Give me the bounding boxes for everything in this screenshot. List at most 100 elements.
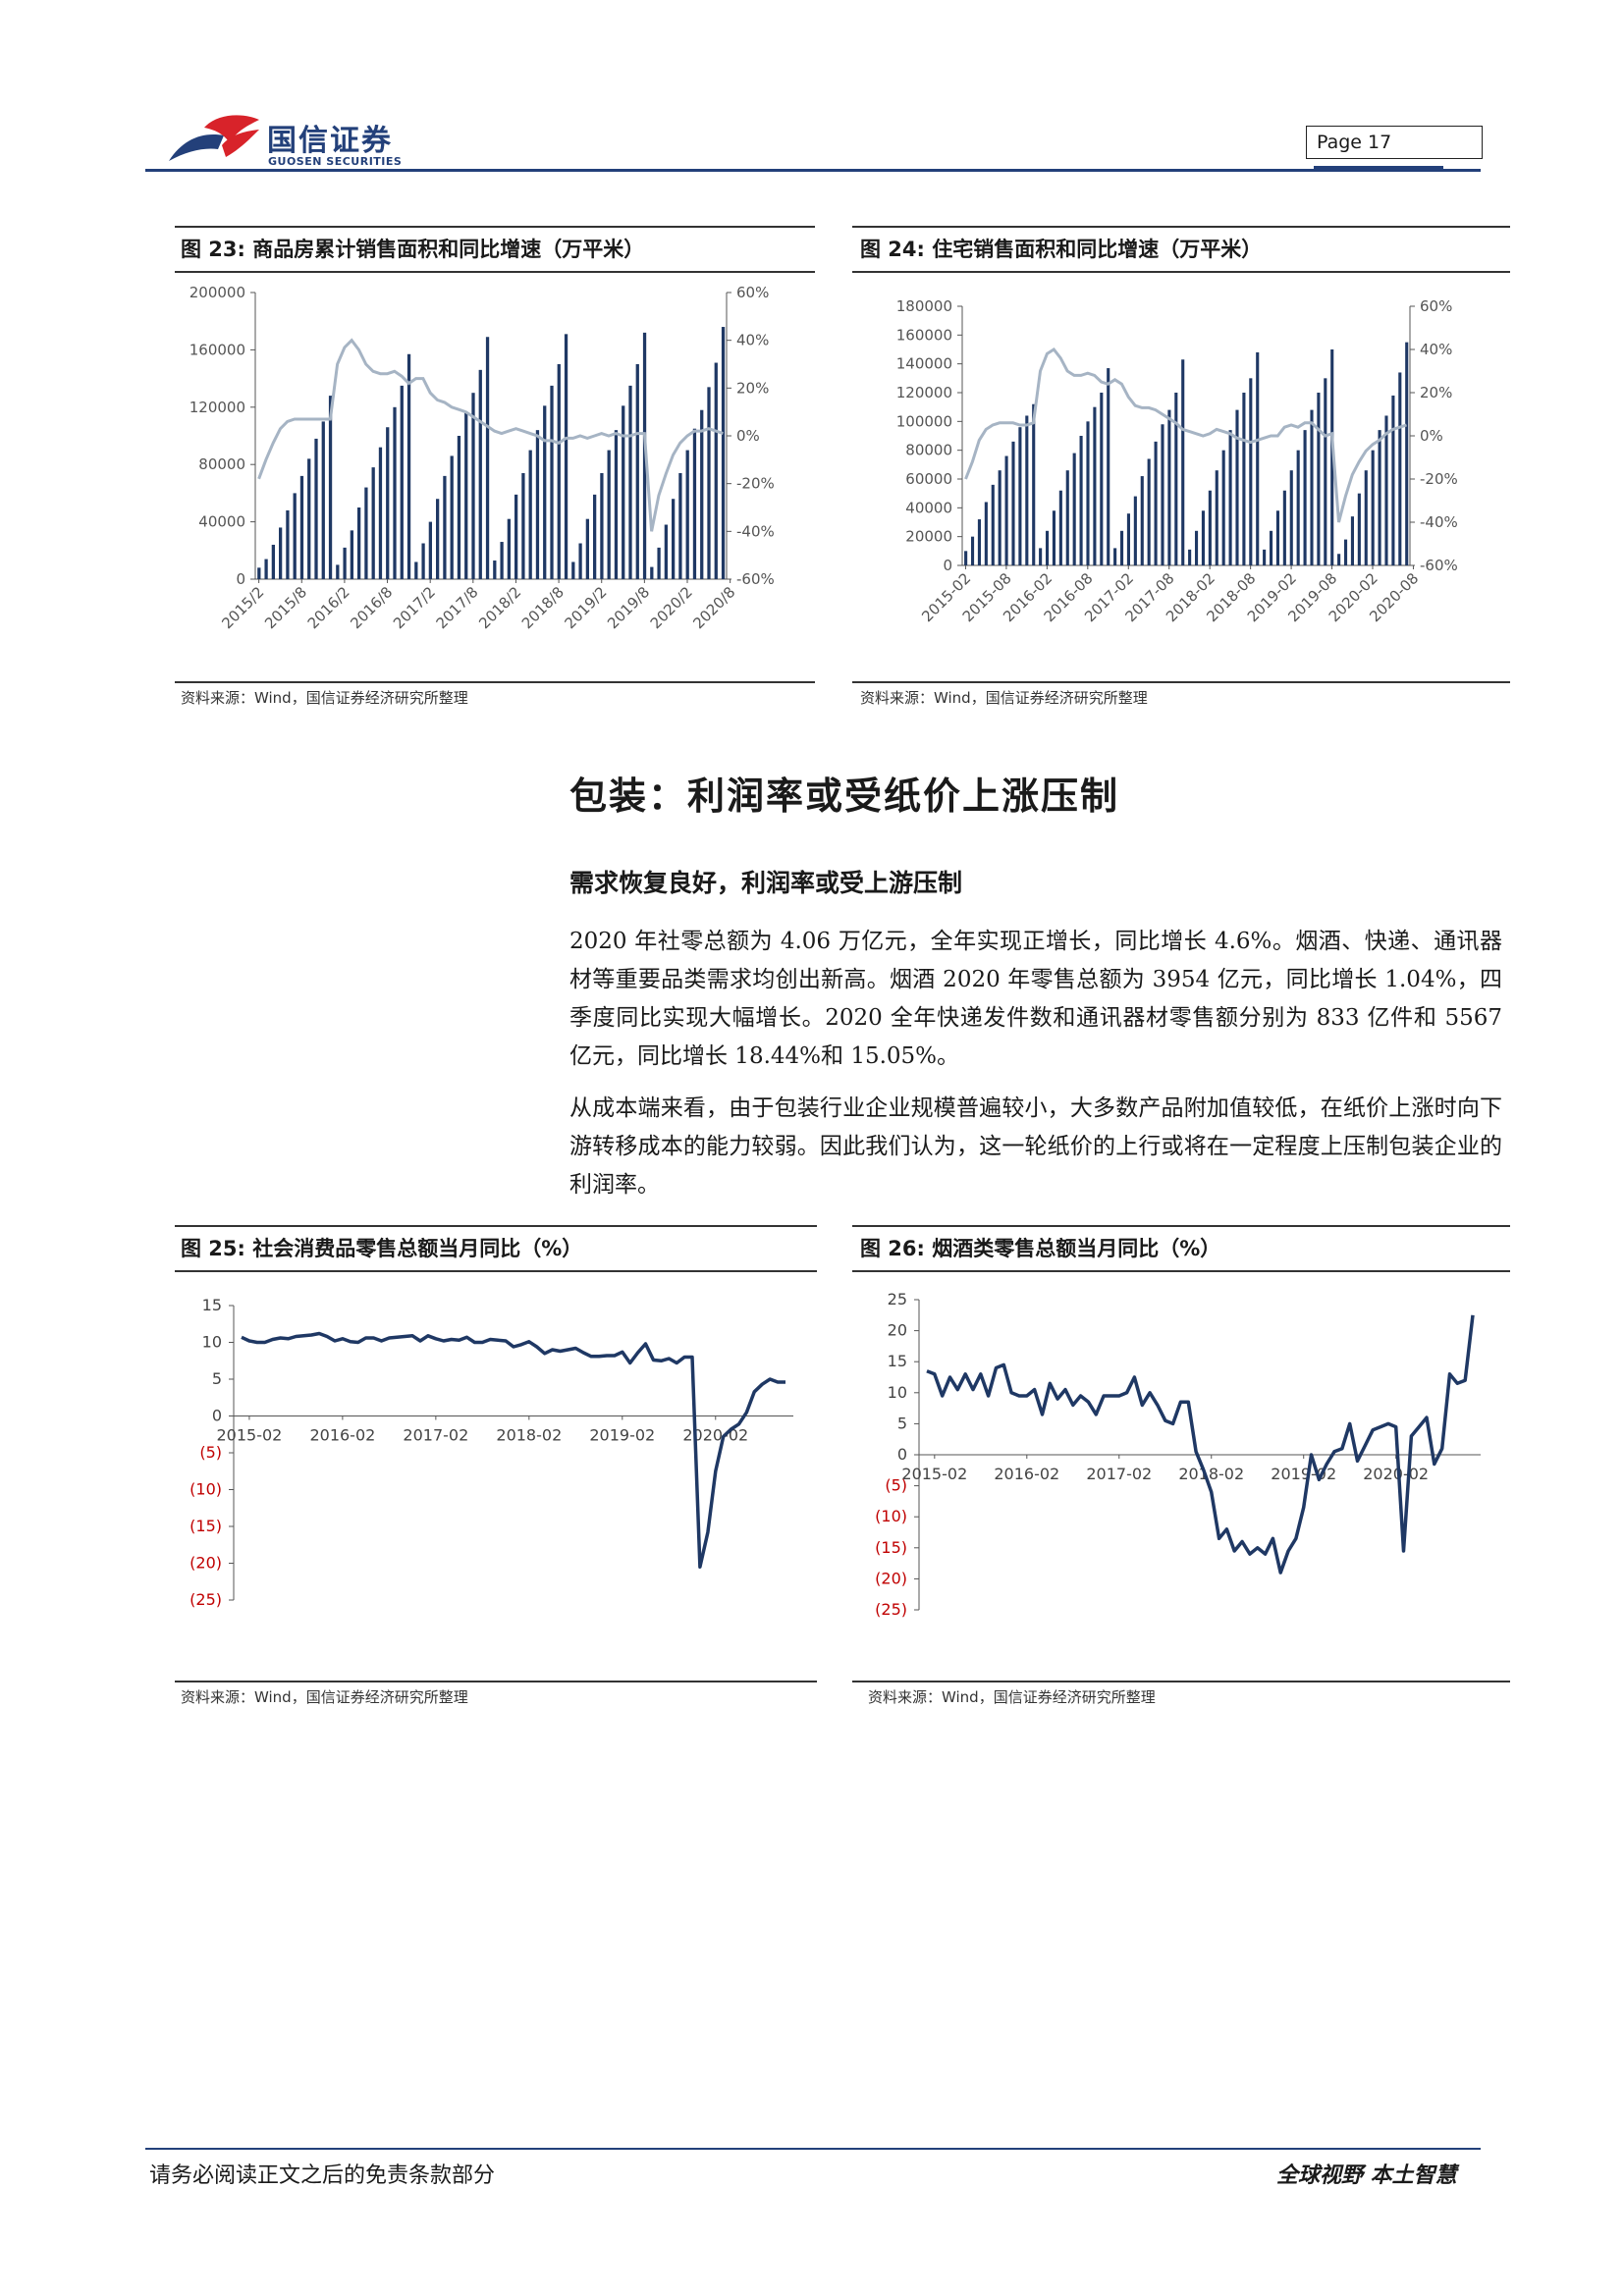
bar: [1235, 409, 1239, 565]
y2-tick-label: 0%: [736, 427, 760, 445]
bar: [1228, 430, 1232, 565]
bar: [1310, 409, 1314, 565]
bar: [528, 450, 532, 579]
x-tick-label: 2018-02: [496, 1426, 562, 1445]
y2-tick-label: 0%: [1420, 427, 1443, 445]
yoy-line: [964, 347, 1407, 523]
bar: [1337, 554, 1341, 565]
bar: [1140, 476, 1144, 565]
x-tick-label: 2017-02: [403, 1426, 468, 1445]
y2-tick-label: -40%: [736, 522, 775, 540]
y2-tick-label: -40%: [1420, 513, 1458, 531]
bar: [550, 385, 554, 579]
bar: [1188, 549, 1192, 565]
figure-26-source: 资料来源：Wind，国信证券经济研究所整理: [868, 1688, 1156, 1706]
y2-tick-label: 60%: [1420, 297, 1452, 315]
x-tick-label: 2015/8: [261, 583, 310, 632]
bar: [685, 450, 689, 579]
y-tick-label: 5: [897, 1414, 907, 1432]
y-tick-label: 25: [888, 1290, 907, 1308]
bar: [428, 521, 432, 579]
bar: [622, 405, 625, 579]
bar: [336, 564, 340, 579]
bar: [286, 509, 290, 579]
x-tick-label: 2020/2: [647, 583, 696, 632]
figure-25-source: 资料来源：Wind，国信证券经济研究所整理: [181, 1688, 468, 1706]
y-tick-label: 60000: [905, 470, 952, 488]
bar: [707, 387, 711, 579]
y-tick-label: (5): [885, 1476, 907, 1495]
bar: [1093, 406, 1097, 565]
chart-23-sales-area: 0 40000 80000 120000 160000 200000 -60% -40% -20…: [189, 284, 775, 632]
y-tick-label: (10): [189, 1480, 222, 1499]
bar: [628, 385, 632, 579]
y-tick-label: 80000: [905, 442, 952, 459]
bar: [1032, 403, 1036, 565]
bar: [678, 472, 682, 579]
bar: [984, 502, 988, 565]
bar: [600, 472, 604, 579]
y-tick-label: (25): [189, 1590, 222, 1609]
bar: [543, 405, 547, 579]
bar: [1045, 530, 1050, 565]
bar: [1167, 409, 1171, 565]
figure-source-rule: [175, 681, 815, 683]
bar: [1398, 372, 1402, 565]
bar: [614, 430, 619, 579]
x-tick-label: 2020-02: [1363, 1465, 1429, 1483]
header-divider: [145, 169, 1481, 172]
figure-number: 图 24:: [860, 238, 925, 261]
x-tick-label: 2016-02: [994, 1465, 1059, 1483]
bar: [314, 438, 318, 579]
yoy-line: [257, 338, 724, 532]
bar: [1405, 342, 1409, 565]
y-tick-label: (20): [875, 1569, 907, 1587]
footer-divider: [145, 2148, 1481, 2150]
bar: [1249, 378, 1253, 565]
bar: [1079, 436, 1083, 565]
bar: [672, 499, 676, 579]
y2-tick-label: -60%: [1420, 557, 1458, 574]
bar: [421, 543, 425, 579]
figure-top-rule: [852, 1225, 1510, 1227]
y-tick-label: 140000: [896, 355, 952, 373]
y-tick-label: 0: [897, 1445, 907, 1464]
bar: [607, 450, 611, 579]
bar: [578, 543, 582, 579]
bar: [998, 470, 1001, 565]
bar: [328, 396, 333, 579]
bar: [1119, 530, 1124, 565]
x-tick-label: 2016/2: [304, 583, 353, 632]
bar: [371, 467, 375, 579]
y-tick-label: 5: [212, 1369, 222, 1388]
bar: [1086, 421, 1090, 565]
figure-24-source: 资料来源：Wind，国信证券经济研究所整理: [860, 689, 1148, 707]
bar: [1384, 415, 1388, 565]
x-tick-label: 2019/8: [604, 583, 653, 632]
bar: [1201, 510, 1205, 565]
figure-caption: 商品房累计销售面积和同比增速（万平米）: [252, 238, 645, 261]
bar: [1107, 368, 1110, 565]
bar: [642, 332, 647, 579]
y-tick-label: 20000: [905, 528, 952, 546]
x-tick-label: 2016-02: [309, 1426, 375, 1445]
bar: [1221, 450, 1225, 565]
figure-title-rule: [175, 1270, 817, 1272]
bar: [1263, 549, 1267, 565]
bar: [1282, 490, 1286, 565]
bar: [485, 337, 490, 579]
y-tick-label: (15): [189, 1517, 222, 1535]
y-tick-label: 15: [202, 1296, 222, 1314]
figure-number: 图 23:: [181, 238, 245, 261]
bar: [299, 475, 304, 579]
y-tick-label: 20: [888, 1321, 907, 1340]
bar: [664, 524, 668, 579]
y-tick-label: 0: [943, 557, 952, 574]
bar: [478, 369, 482, 579]
y-tick-label: 10: [202, 1333, 222, 1352]
y-tick-label: 160000: [896, 326, 952, 344]
bar: [1378, 430, 1381, 565]
bar: [343, 547, 347, 579]
paragraph-1: 2020 年社零总额为 4.06 万亿元，全年实现正增长，同比增长 4.6%。烟…: [569, 929, 1502, 1069]
bar: [650, 566, 654, 579]
